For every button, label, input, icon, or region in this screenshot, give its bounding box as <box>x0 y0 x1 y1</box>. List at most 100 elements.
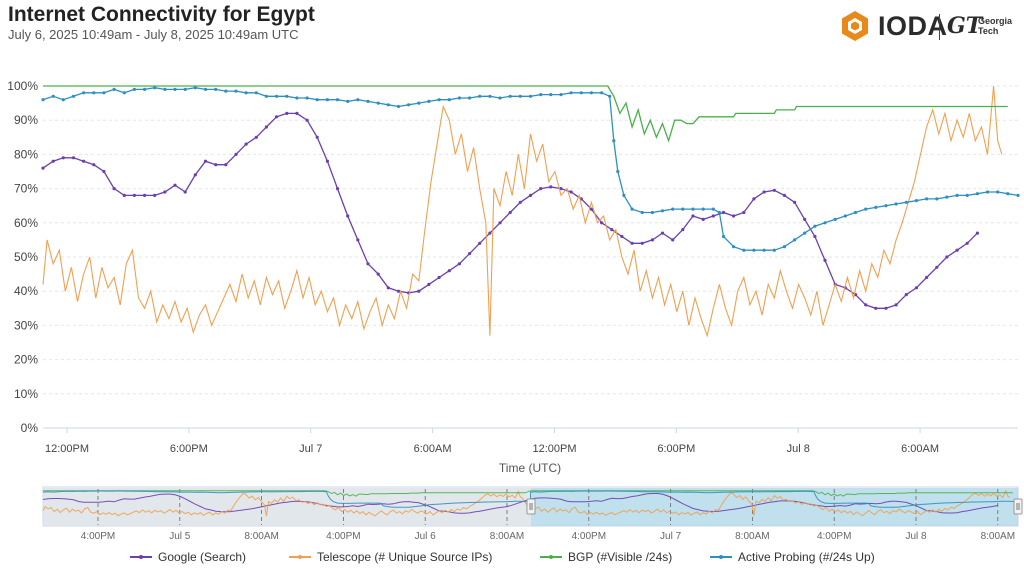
data-point-probing <box>742 248 746 252</box>
legend-item-active-probing[interactable]: Active Probing (#/24s Up) <box>710 550 875 564</box>
data-point-probing <box>1016 193 1020 197</box>
ioda-hexagon-icon <box>842 11 868 41</box>
data-point-probing <box>772 248 776 252</box>
data-point-probing <box>315 98 319 102</box>
data-point-google <box>417 289 421 293</box>
data-point-probing <box>356 98 360 102</box>
data-point-probing <box>498 96 502 100</box>
navigator-right-handle[interactable] <box>1013 498 1023 515</box>
navigator-tick-label: 8:00AM <box>490 531 524 542</box>
logo-divider <box>939 14 940 40</box>
navigator-line-probing <box>42 490 1019 508</box>
data-point-google <box>498 221 502 225</box>
navigator-tick-label: 8:00AM <box>244 531 278 542</box>
series-line-telescope[interactable] <box>42 85 1003 338</box>
navigator-unselected-region <box>43 488 531 526</box>
data-point-probing <box>608 94 612 98</box>
y-tick-label: 60% <box>14 216 38 230</box>
data-point-probing <box>61 98 65 102</box>
data-point-probing <box>153 86 157 90</box>
data-point-google <box>620 234 624 239</box>
y-tick-label: 10% <box>14 387 38 401</box>
y-tick-label: 50% <box>14 250 38 264</box>
x-tick-label: Jul 8 <box>787 443 810 455</box>
series-line-probing[interactable] <box>42 87 1019 251</box>
data-point-probing <box>224 89 228 93</box>
data-point-probing <box>254 91 258 95</box>
data-point-google <box>935 265 939 269</box>
data-point-probing <box>1006 192 1010 196</box>
legend-item-telescope[interactable]: Telescope (# Unique Source IPs) <box>289 550 492 564</box>
data-point-google <box>904 293 908 297</box>
data-point-google <box>762 190 766 194</box>
navigator-tick-label: 8:00AM <box>735 531 769 542</box>
legend-label: Active Probing (#/24s Up) <box>738 550 875 564</box>
y-tick-label: 40% <box>14 284 38 298</box>
data-point-probing <box>488 94 492 98</box>
data-point-google <box>437 275 441 280</box>
data-point-google <box>925 275 929 280</box>
data-point-probing <box>376 101 380 105</box>
connectivity-chart[interactable]: 0% 10% 20% 30% 40% 50% 60% 70% 80% 90% 100% 12:00P… <box>0 0 1024 545</box>
data-point-google <box>183 190 187 194</box>
data-point-google <box>244 142 248 146</box>
data-point-probing <box>660 209 665 213</box>
data-point-google <box>864 303 868 307</box>
series-line-bgp[interactable] <box>43 85 1008 143</box>
navigator-left-handle[interactable] <box>526 498 536 515</box>
data-point-probing <box>884 204 888 208</box>
chart-legend: Google (Search) Telescope (# Unique Sour… <box>0 547 1024 567</box>
data-point-probing <box>244 91 248 95</box>
data-point-google <box>122 193 126 197</box>
data-point-probing <box>132 87 136 91</box>
legend-item-bgp[interactable]: BGP (#Visible /24s) <box>540 550 672 564</box>
data-point-google <box>447 269 451 273</box>
navigator-tick-label: 4:00PM <box>326 531 360 542</box>
data-point-probing <box>112 87 116 91</box>
y-axis-ticks: 0% 10% 20% 30% 40% 50% 60% 70% 80% 90% 100% <box>7 79 38 435</box>
data-point-probing <box>945 195 949 199</box>
legend-line-icon <box>540 552 562 562</box>
data-point-probing <box>853 210 858 215</box>
legend-item-google[interactable]: Google (Search) <box>130 550 246 564</box>
data-point-google <box>82 159 86 163</box>
data-point-google <box>955 248 959 252</box>
data-point-google <box>518 200 522 204</box>
legend-label: BGP (#Visible /24s) <box>568 550 673 564</box>
navigator-tick-label: 4:00PM <box>817 531 851 542</box>
data-point-google <box>528 193 533 197</box>
data-point-google <box>539 187 543 191</box>
data-point-google <box>224 163 228 167</box>
legend-label: Telescope (# Unique Source IPs) <box>317 550 493 564</box>
data-point-probing <box>985 190 990 194</box>
data-point-google <box>600 221 604 225</box>
ioda-gt-logo[interactable]: IODA GT Georgia Tech <box>840 10 1020 44</box>
gt-monogram: GT <box>947 13 983 39</box>
data-point-probing <box>600 91 604 95</box>
data-point-google <box>173 183 177 187</box>
x-tick-label: Jul 7 <box>299 443 322 455</box>
data-point-google <box>275 115 279 119</box>
data-point-google <box>366 262 370 266</box>
data-point-google <box>721 210 726 215</box>
page-title: Internet Connectivity for Egypt <box>8 3 315 26</box>
navigator-tick-label: Jul 5 <box>169 531 191 542</box>
data-point-probing <box>539 93 543 97</box>
data-point-probing <box>904 200 908 204</box>
data-point-probing <box>305 96 309 100</box>
data-point-probing <box>203 87 208 91</box>
time-navigator[interactable]: 4:00PM Jul 5 8:00AM 4:00PM Jul 6 8:00AM 4:00PM… <box>42 486 1023 542</box>
data-point-google <box>508 210 512 215</box>
data-point-probing <box>630 207 634 211</box>
data-point-probing <box>622 193 626 197</box>
data-point-probing <box>925 197 929 201</box>
series-line-google[interactable] <box>42 112 978 309</box>
data-point-probing <box>417 101 421 105</box>
data-point-google <box>305 118 309 122</box>
navigator-selected-region[interactable] <box>531 488 1018 526</box>
data-point-google <box>295 111 299 115</box>
data-point-probing <box>640 210 644 215</box>
data-point-google <box>965 241 969 245</box>
data-point-google <box>975 231 980 235</box>
data-point-probing <box>616 169 620 174</box>
